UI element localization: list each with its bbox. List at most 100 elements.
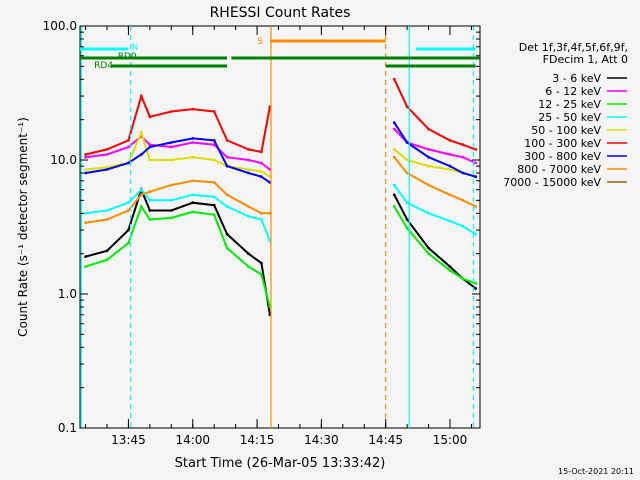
data-layer	[84, 77, 478, 317]
legend-label: 100 - 300 keV	[524, 137, 601, 150]
series-3-6-kev-point	[448, 265, 452, 268]
series-300-800-kev-point	[126, 161, 130, 165]
legend-label: 25 - 50 keV	[538, 111, 601, 124]
series-12-25-kev-point	[461, 277, 465, 281]
series-3-6-kev-point	[169, 209, 173, 212]
series-12-25-kev-point	[84, 265, 87, 268]
series-800-7000-kev-point	[474, 205, 478, 208]
series-100-300-kev-point	[448, 139, 452, 142]
series-100-300-kev-point	[212, 110, 216, 113]
series-12-25-kev-point	[405, 226, 409, 230]
legend-label: 800 - 7000 keV	[517, 163, 601, 176]
series-100-300-kev-point	[405, 105, 409, 109]
series-50-100-kev-point	[448, 168, 452, 171]
state-bar-label-rd4: RD4	[94, 61, 113, 71]
series-50-100-kev-point	[84, 168, 87, 171]
series-12-25-kev-line	[85, 204, 271, 308]
series-25-50-kev-point	[427, 211, 430, 215]
series-25-50-kev-point	[212, 195, 216, 199]
legend-header-line: Det 1f,3f,4f,5f,6f,9f,	[519, 41, 628, 54]
series-6-12-kev-point	[191, 141, 195, 144]
series-800-7000-kev-point	[139, 193, 143, 197]
x-tick-label: 14:30	[304, 433, 339, 447]
series-12-25-kev-point	[448, 269, 452, 272]
series-12-25-kev-point	[427, 252, 430, 256]
series-25-50-kev-point	[191, 193, 195, 197]
series-50-100-kev-point	[191, 155, 195, 159]
series-3-6-kev-point	[260, 261, 263, 265]
series-300-800-kev-point	[461, 171, 465, 175]
legend-label: 6 - 12 keV	[545, 85, 601, 98]
y-tick-label: 1.0	[58, 287, 77, 301]
series-300-800-kev-point	[448, 164, 452, 168]
series-12-25-kev-point	[260, 273, 263, 276]
series-12-25-kev-point	[169, 216, 173, 220]
series-50-100-kev-point	[212, 158, 216, 162]
series-12-25-kev-point	[148, 218, 152, 221]
series-100-300-kev-point	[247, 148, 250, 151]
series-6-12-kev-point	[260, 161, 263, 165]
x-tick-label: 13:45	[111, 433, 146, 447]
series-100-300-kev-point	[126, 139, 130, 142]
series-100-300-kev-point	[260, 150, 263, 154]
state-bar-label-n: N	[132, 43, 139, 53]
x-tick-label: 14:15	[240, 433, 275, 447]
series-3-6-kev-point	[474, 287, 478, 290]
series-50-100-kev-point	[139, 131, 143, 135]
series-800-7000-kev-point	[105, 218, 109, 221]
series-50-100-kev-point	[105, 166, 109, 169]
series-100-300-kev-point	[474, 148, 478, 151]
series-300-800-kev-point	[392, 121, 396, 124]
series-6-12-kev-point	[448, 153, 452, 156]
series-12-25-kev-point	[139, 205, 143, 208]
series-800-7000-kev-point	[126, 209, 130, 212]
series-300-800-kev-point	[191, 137, 195, 140]
series-800-7000-kev-point	[260, 211, 263, 215]
y-tick-label: 100.0	[43, 19, 77, 33]
series-300-800-kev-line	[393, 122, 476, 178]
series-100-300-kev-point	[139, 94, 143, 98]
series-6-12-kev-point	[126, 145, 130, 149]
series-25-50-kev-point	[392, 183, 396, 187]
series-300-800-kev-point	[247, 171, 250, 175]
y-tick-label: 0.1	[58, 421, 77, 435]
axes: 0.1 1.0 10.0 100.0 13:45 14:00 14:15 14:30 14:45…	[43, 19, 480, 447]
series-300-800-kev-point	[139, 153, 143, 156]
series-12-25-kev-point	[392, 205, 396, 208]
series-3-6-kev-point	[84, 255, 87, 258]
series-3-6-kev-point	[212, 203, 216, 207]
series-100-300-kev-point	[392, 77, 396, 81]
series-800-7000-kev-line	[393, 156, 477, 208]
legend-header-line: FDecim 1, Att 0	[543, 53, 628, 66]
series-100-300-kev-point	[105, 148, 109, 151]
x-tick-label: 14:00	[175, 433, 210, 447]
series-300-800-kev-point	[405, 141, 409, 144]
series-100-300-kev-point	[169, 110, 173, 113]
series-12-25-kev-line	[393, 205, 477, 285]
series-3-6-kev-point	[392, 193, 396, 197]
x-axis-label: Start Time (26-Mar-05 13:33:42)	[175, 456, 386, 471]
series-25-50-kev-point	[247, 214, 250, 218]
series-3-6-kev-point	[105, 249, 109, 253]
series-6-12-kev-point	[169, 145, 173, 149]
series-50-100-kev-point	[405, 158, 409, 162]
series-6-12-kev-point	[461, 155, 465, 159]
legend: Det 1f,3f,4f,5f,6f,9f,FDecim 1, Att 0 3 -…	[503, 41, 628, 189]
series-6-12-kev-line	[85, 135, 271, 171]
series-25-50-kev-point	[105, 209, 109, 212]
series-100-300-kev-line	[393, 78, 477, 151]
series-300-800-kev-point	[148, 145, 152, 149]
series-50-100-kev-point	[392, 148, 396, 151]
series-800-7000-kev-point	[392, 155, 396, 159]
series-300-800-kev-point	[427, 155, 430, 159]
series-3-6-kev-point	[126, 228, 130, 232]
plot-frame	[79, 25, 481, 429]
series-300-800-kev-point	[212, 139, 216, 142]
series-100-300-kev-point	[225, 139, 229, 142]
legend-label: 7000 - 15000 keV	[503, 176, 601, 189]
series-25-50-kev-point	[405, 201, 409, 205]
series-800-7000-kev-point	[427, 183, 430, 187]
series-100-300-kev-point	[191, 107, 195, 111]
series-300-800-kev-point	[260, 175, 263, 179]
